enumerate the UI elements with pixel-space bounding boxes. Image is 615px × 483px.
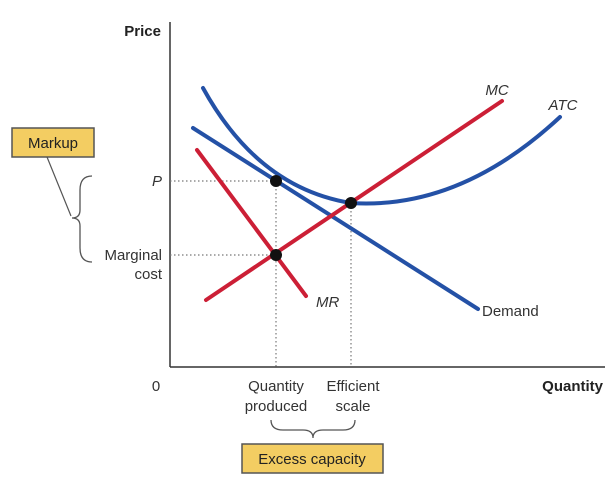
x-axis-label: Quantity — [542, 378, 603, 395]
origin-label: 0 — [152, 378, 160, 395]
atc-label: ATC — [548, 97, 578, 114]
excess-capacity-box-label: Excess capacity — [258, 451, 366, 468]
atc-curve — [201, 86, 562, 206]
y-axis-label: Price — [124, 23, 161, 40]
efficient-scale-label-line1: Efficient — [326, 378, 380, 395]
excess-capacity-brace — [270, 419, 356, 439]
price-point — [270, 175, 282, 187]
marginal-cost-label-line1: Marginal — [104, 247, 162, 264]
mc-mr-intersection-point — [270, 249, 282, 261]
mr-curve — [195, 148, 308, 298]
markup-connector — [46, 156, 72, 217]
efficient-scale-label-line2: scale — [335, 398, 370, 415]
markup-brace — [71, 175, 93, 263]
mc-label: MC — [485, 82, 508, 99]
demand-curve — [191, 126, 480, 311]
efficient-scale-point — [345, 197, 357, 209]
markup-box — [11, 127, 95, 158]
markup-box-label: Markup — [28, 135, 78, 152]
marginal-cost-label-line2: cost — [134, 266, 162, 283]
quantity-produced-label-line1: Quantity — [248, 378, 304, 395]
price-p-label: P — [152, 173, 162, 190]
quantity-produced-label-line2: produced — [245, 398, 308, 415]
mr-label: MR — [316, 294, 339, 311]
demand-label: Demand — [482, 303, 539, 320]
excess-capacity-box — [241, 443, 384, 474]
